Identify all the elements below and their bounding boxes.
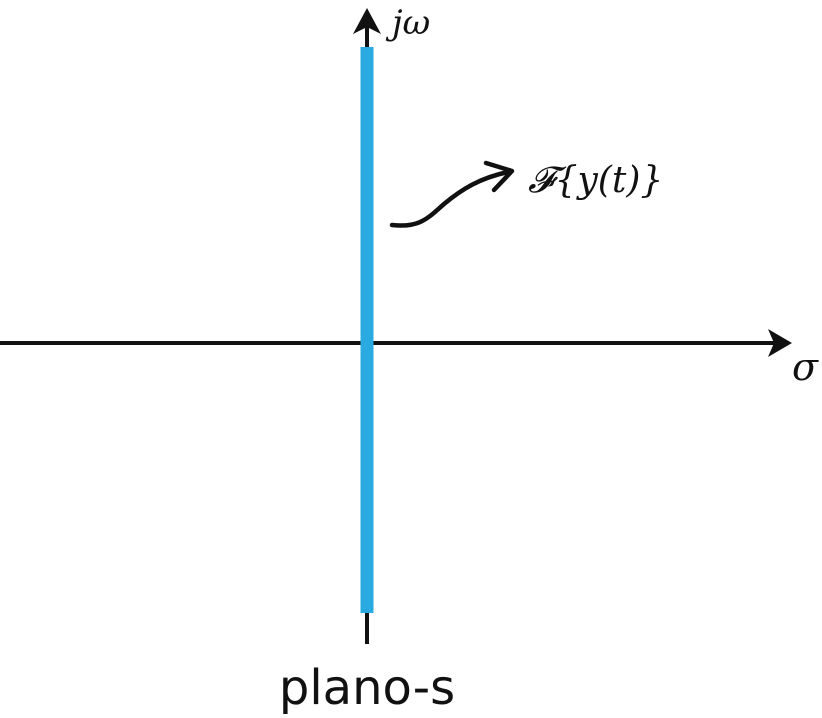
imaginary-axis-label: jω <box>385 3 430 43</box>
imaginary-axis-arrowhead <box>353 8 381 34</box>
plane-caption: plano-s <box>279 660 455 716</box>
real-axis <box>0 329 792 357</box>
annotation-arrowhead <box>483 160 515 193</box>
annotation-arrow-curve <box>389 169 511 228</box>
annotation-arrow <box>389 160 515 228</box>
real-axis-arrowhead <box>768 329 792 357</box>
fourier-transform-label: 𝓕{y(t)} <box>528 160 663 201</box>
real-axis-label: σ <box>792 345 819 389</box>
